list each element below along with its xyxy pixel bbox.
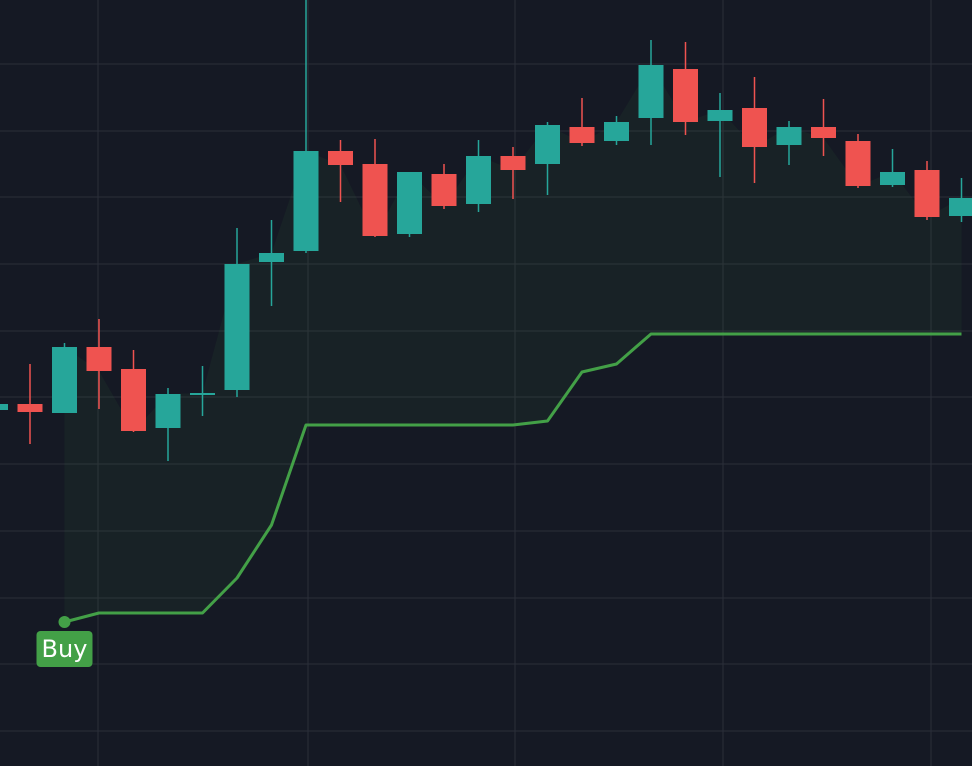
buy-marker xyxy=(58,616,71,628)
candle-body xyxy=(397,172,422,234)
stop-line xyxy=(64,332,962,624)
candle-body xyxy=(259,253,284,262)
candle-body xyxy=(155,394,181,428)
candle-body xyxy=(362,164,388,236)
candle-body xyxy=(673,69,698,122)
trend-fill xyxy=(64,65,962,622)
buy-label-box xyxy=(36,631,93,667)
candle-body xyxy=(776,127,802,145)
candle-body xyxy=(500,156,526,170)
candle-body xyxy=(431,174,457,206)
buy-label: Buy xyxy=(42,635,88,663)
candle-body xyxy=(880,172,905,185)
candle-body xyxy=(17,404,43,412)
candle-body xyxy=(466,156,491,204)
candle-body xyxy=(638,65,664,118)
candle-body xyxy=(845,141,871,186)
candle-body xyxy=(224,264,250,390)
candle-body xyxy=(535,125,560,164)
candle-body xyxy=(293,151,319,251)
candle-body xyxy=(914,170,940,217)
candle-body xyxy=(190,393,215,395)
candle-body xyxy=(707,110,733,121)
candle-body xyxy=(52,347,77,413)
candle-body xyxy=(569,127,595,143)
candle-body xyxy=(811,127,836,138)
candle-body xyxy=(86,347,112,371)
candle-body xyxy=(742,108,767,147)
candle-body xyxy=(949,198,972,216)
candle-body xyxy=(604,122,629,141)
candle-body xyxy=(0,404,8,410)
candle-body xyxy=(121,369,146,431)
candle-body xyxy=(328,151,353,165)
